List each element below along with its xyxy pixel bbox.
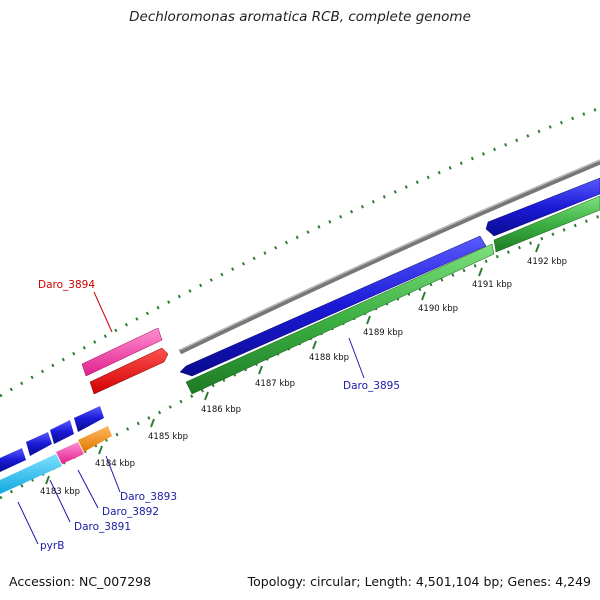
kbp-4189: 4189 kbp xyxy=(363,328,403,338)
gene-daro-3895-forward xyxy=(179,235,487,377)
label-daro-3891: Daro_3891 xyxy=(74,521,131,533)
kbp-labels: 4183 kbp 4184 kbp 4185 kbp 4186 kbp 4187… xyxy=(40,257,567,497)
gene-daro-3894-red xyxy=(89,347,169,395)
gene-labels: Daro_3894 Daro_3895 Daro_3893 Daro_3892 … xyxy=(38,279,400,552)
genome-summary-text: Topology: circular; Length: 4,501,104 bp… xyxy=(247,574,591,589)
gene-left-blue-4 xyxy=(74,406,104,432)
label-daro-3892: Daro_3892 xyxy=(102,506,159,518)
kbp-4190: 4190 kbp xyxy=(418,304,458,314)
kbp-4187: 4187 kbp xyxy=(255,379,295,389)
kbp-4191: 4191 kbp xyxy=(472,280,512,290)
genome-backbone-highlight xyxy=(179,159,600,351)
inner-tick-ring xyxy=(0,214,600,500)
gene-left-blue-1 xyxy=(0,448,26,472)
gene-daro-3892-pink xyxy=(56,442,84,464)
gene-reverse-green-right xyxy=(493,195,600,253)
kbp-4185: 4185 kbp xyxy=(148,432,188,442)
gene-daro-3893-orange xyxy=(78,426,112,452)
gene-pyrb-cyan xyxy=(0,454,62,494)
kbp-4184: 4184 kbp xyxy=(95,459,135,469)
gene-left-blue-2 xyxy=(26,432,52,456)
accession-text: Accession: NC_007298 xyxy=(9,574,152,589)
kbp-4192: 4192 kbp xyxy=(527,257,567,267)
outer-tick-ring xyxy=(0,106,600,398)
kbp-4188: 4188 kbp xyxy=(309,353,349,363)
label-daro-3894: Daro_3894 xyxy=(38,279,95,291)
gene-reverse-green xyxy=(185,243,495,395)
label-pyrb: pyrB xyxy=(40,540,64,552)
label-daro-3893: Daro_3893 xyxy=(120,491,177,503)
kbp-4186: 4186 kbp xyxy=(201,405,241,415)
gene-forward-right xyxy=(485,177,600,237)
label-daro-3895: Daro_3895 xyxy=(343,380,400,392)
gene-daro-3894-pink xyxy=(81,327,163,377)
kbp-4183: 4183 kbp xyxy=(40,487,80,497)
major-tick-marks xyxy=(45,243,540,485)
map-title: Dechloromonas aromatica RCB, complete ge… xyxy=(129,9,471,25)
gene-left-blue-3 xyxy=(50,420,74,444)
genome-backbone xyxy=(178,159,600,355)
label-leader-lines xyxy=(17,291,365,545)
